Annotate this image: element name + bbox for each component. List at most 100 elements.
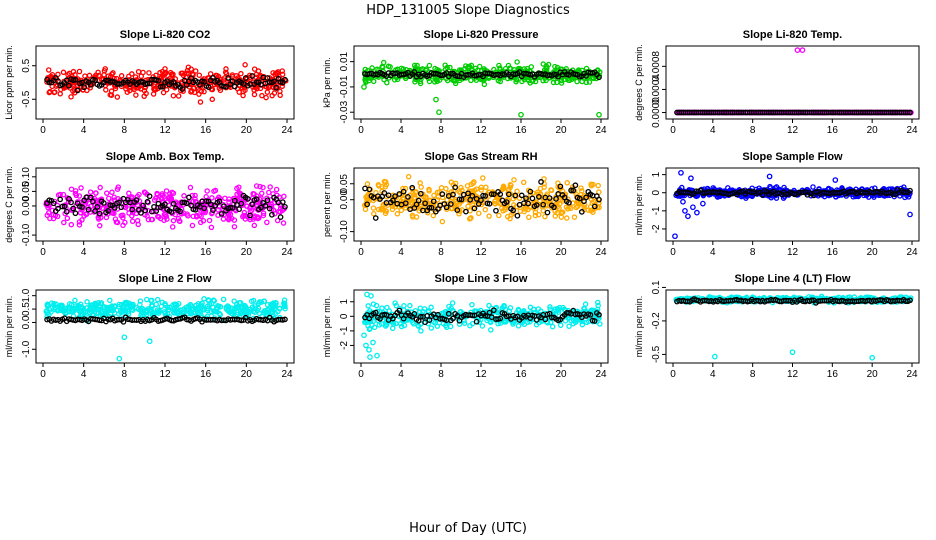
y-tick-label: 0.05 [339,174,350,194]
slope-point [428,325,435,331]
slope-point [148,216,155,223]
slope-point [73,303,79,309]
slope-point [257,196,263,203]
slope-point [56,303,62,309]
slope-point [72,297,78,304]
slope-point [192,192,198,199]
outlier-point [366,346,372,353]
average-point [205,84,212,90]
slope-point [119,308,125,315]
slope-point [418,184,424,190]
slope-point [514,59,520,65]
y-tick-label: -0.5 [651,345,662,363]
slope-point [68,94,74,100]
x-tick-label: 12 [787,125,799,136]
slope-point [229,72,236,78]
slope-point [61,219,67,226]
slope-point [170,217,177,224]
outlier-point [672,233,678,240]
slope-point [364,181,371,187]
slope-point [260,210,267,216]
slope-point [387,64,393,70]
average-point [430,198,437,205]
average-point [890,191,896,197]
slope-point [107,307,113,314]
x-tick-label: 20 [241,247,253,258]
slope-point [431,192,437,199]
slope-point [431,79,438,85]
slope-point [554,64,561,71]
average-point [201,78,208,85]
slope-point [204,188,210,194]
slope-point [418,328,424,334]
slope-point [442,322,449,329]
y-tick-label: 0.0004 [651,74,662,105]
average-point [144,80,151,87]
outlier-point [682,207,688,214]
average-point [142,207,149,214]
slope-point [44,307,50,314]
slope-point [506,308,513,314]
slope-point [417,305,424,311]
slope-point [133,92,139,98]
average-point [450,315,456,322]
slope-point [581,308,587,315]
slope-point [541,184,547,190]
average-point [249,73,256,79]
slope-point [461,320,468,326]
average-point [262,202,269,209]
slope-point [395,313,401,319]
slope-point [150,91,157,97]
x-tick-label: 12 [159,247,171,258]
slope-point [259,92,265,99]
slope-point [101,304,108,310]
slope-point [125,309,131,315]
x-tick-label: 8 [122,369,128,380]
y-tick-label: 0.00 [21,196,32,216]
slope-point [148,297,155,304]
average-point [264,197,271,204]
slope-point [816,186,822,192]
slope-point [100,76,106,83]
y-tick-label: -0.5 [21,90,32,108]
average-point [236,206,242,213]
average-point [514,212,521,219]
slope-point [411,62,418,69]
x-tick-label: 8 [122,125,128,136]
slope-point [44,212,51,219]
x-tick-label: 4 [398,247,404,258]
average-point [366,186,373,193]
x-tick-label: 0 [40,369,46,380]
slope-point [160,89,167,96]
average-point [138,210,144,216]
average-point [471,205,478,212]
plot-frame [665,45,920,120]
slope-point [476,319,483,326]
panel-title: Slope Sample Flow [742,151,843,163]
slope-point [575,317,581,323]
average-point [411,69,418,75]
average-point [168,209,175,215]
slope-point [410,190,416,196]
slope-point [384,304,390,311]
slope-point [496,212,502,219]
slope-point [106,195,112,202]
average-point [445,310,452,317]
y-tick-label: 0.0 [21,315,32,329]
slope-point [87,189,94,195]
x-tick-label: 20 [555,125,567,136]
slope-point [476,210,482,217]
x-tick-label: 8 [750,369,756,380]
panel-title: Slope Amb. Box Temp. [106,151,225,163]
slope-point [379,183,385,190]
average-point [390,197,396,204]
slope-point [577,201,583,207]
slope-point [382,323,389,329]
slope-point [196,212,203,218]
x-tick-label: 4 [81,247,87,258]
slope-point [108,303,115,309]
x-tick-label: 16 [827,369,839,380]
slope-point [231,223,238,230]
slope-point [401,322,408,329]
outlier-point [367,354,373,360]
